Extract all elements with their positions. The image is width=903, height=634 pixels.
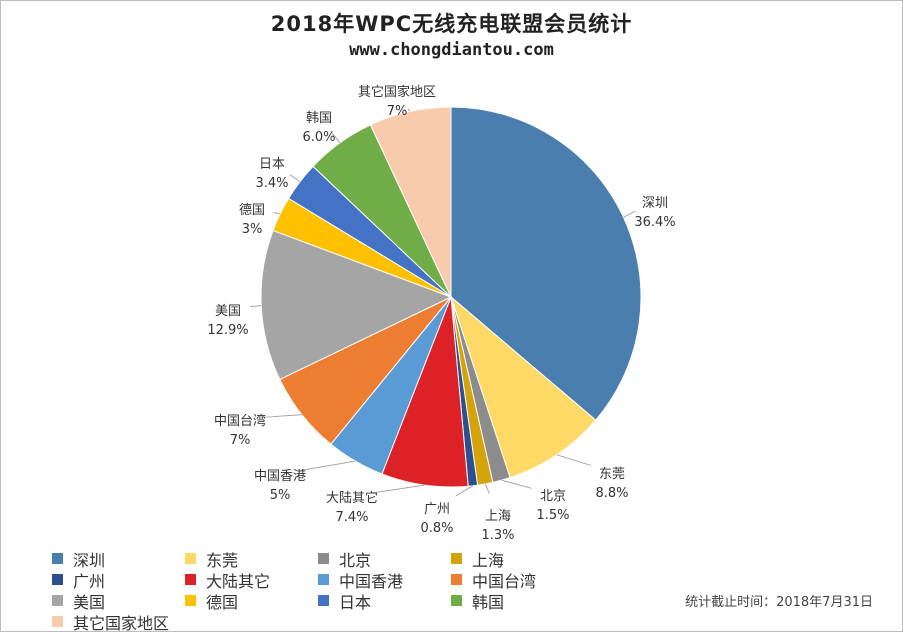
chart-legend: 深圳 东莞 北京 上海广州 大陆其它 中国香港 中国台湾美国 德国 日本 韩国其它国家地区	[52, 548, 612, 633]
legend-label: 北京	[339, 550, 372, 570]
slice-label: 日本	[259, 157, 285, 172]
slice-value-label: 3%	[242, 222, 263, 237]
slice-label: 大陆其它	[326, 490, 378, 506]
legend-label: 美国	[73, 592, 106, 612]
leader-line-2	[501, 479, 532, 489]
slice-label: 中国香港	[254, 469, 306, 484]
footnote: 统计截止时间：2018年7月31日	[685, 595, 873, 610]
legend-item: 深圳	[52, 548, 185, 570]
legend-swatch	[52, 595, 63, 606]
leader-line-3	[484, 483, 490, 494]
legend-swatch	[451, 595, 462, 606]
slice-value-label: 1.5%	[536, 508, 569, 523]
leader-line-4	[455, 485, 474, 497]
legend-item: 北京	[318, 548, 451, 570]
legend-item: 上海	[451, 548, 601, 570]
legend-label: 深圳	[73, 550, 106, 570]
legend-label: 广州	[73, 571, 106, 591]
legend-label: 中国香港	[339, 571, 404, 591]
legend-item: 东莞	[185, 548, 318, 570]
leader-line-5	[373, 484, 425, 494]
legend-swatch	[451, 553, 462, 564]
legend-swatch	[52, 553, 63, 564]
legend-swatch	[318, 595, 329, 606]
legend-label: 东莞	[206, 550, 239, 570]
legend-item: 日本	[318, 590, 451, 612]
legend-swatch	[52, 616, 63, 627]
slice-label: 韩国	[306, 111, 332, 126]
legend-label: 上海	[472, 550, 505, 570]
legend-label: 其它国家地区	[73, 613, 170, 633]
slice-label: 北京	[540, 489, 566, 504]
slice-value-label: 1.3%	[481, 528, 514, 543]
chart-title: 2018年WPC无线充电联盟会员统计	[270, 12, 633, 36]
slice-value-label: 5%	[270, 488, 291, 503]
leader-line-0	[623, 210, 636, 218]
slice-value-label: 7%	[230, 433, 251, 448]
legend-item: 美国	[52, 590, 185, 612]
legend-swatch	[52, 574, 63, 585]
slice-value-label: 7%	[387, 104, 408, 119]
slice-label: 美国	[215, 304, 241, 319]
slice-value-label: 6.0%	[302, 130, 335, 145]
slice-label: 其它国家地区	[358, 84, 436, 100]
slice-label: 上海	[485, 509, 511, 524]
chart-subtitle: www.chongdiantou.com	[349, 40, 554, 60]
slice-label: 德国	[239, 203, 265, 218]
leader-line-11	[332, 133, 341, 144]
leader-line-12	[407, 108, 411, 112]
legend-swatch	[185, 574, 196, 585]
slice-value-label: 8.8%	[595, 486, 628, 501]
legend-label: 德国	[206, 592, 239, 612]
leader-line-6	[301, 460, 356, 471]
leader-line-9	[273, 212, 281, 215]
legend-item: 中国台湾	[451, 569, 601, 591]
legend-label: 韩国	[472, 592, 505, 612]
slice-value-label: 0.8%	[420, 521, 453, 536]
legend-swatch	[185, 553, 196, 564]
leader-line-10	[289, 174, 301, 183]
slice-label: 中国台湾	[214, 413, 266, 429]
legend-swatch	[318, 574, 329, 585]
legend-swatch	[318, 553, 329, 564]
legend-item: 大陆其它	[185, 569, 318, 591]
slice-label: 东莞	[599, 467, 625, 482]
legend-item: 广州	[52, 569, 185, 591]
legend-item: 德国	[185, 590, 318, 612]
legend-swatch	[185, 595, 196, 606]
leader-line-7	[261, 414, 302, 418]
legend-label: 大陆其它	[206, 571, 271, 591]
slice-label: 深圳	[642, 196, 668, 211]
legend-label: 日本	[339, 592, 372, 612]
slice-value-label: 12.9%	[207, 323, 248, 338]
slice-value-label: 7.4%	[335, 510, 368, 525]
slice-value-label: 36.4%	[634, 215, 675, 230]
pie-slice-8	[260, 229, 453, 381]
legend-label: 中国台湾	[472, 571, 537, 591]
slice-value-label: 3.4%	[255, 176, 288, 191]
slice-label: 广州	[424, 502, 450, 517]
leader-line-1	[556, 454, 592, 466]
legend-item: 中国香港	[318, 569, 451, 591]
legend-item: 韩国	[451, 590, 601, 612]
legend-item: 其它国家地区	[52, 611, 185, 633]
leader-line-8	[249, 305, 262, 308]
legend-swatch	[451, 574, 462, 585]
